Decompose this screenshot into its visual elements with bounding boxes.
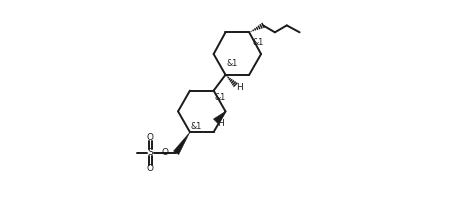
Text: H: H — [217, 119, 224, 128]
Text: H: H — [236, 83, 243, 92]
Text: &1: &1 — [252, 38, 264, 47]
Text: &1: &1 — [215, 93, 226, 102]
Text: O: O — [162, 148, 169, 157]
Polygon shape — [213, 111, 225, 123]
Text: &1: &1 — [226, 60, 238, 68]
Text: O: O — [147, 164, 154, 173]
Text: S: S — [148, 148, 153, 157]
Text: &1: &1 — [191, 122, 202, 131]
Polygon shape — [173, 132, 190, 155]
Text: O: O — [147, 133, 154, 141]
